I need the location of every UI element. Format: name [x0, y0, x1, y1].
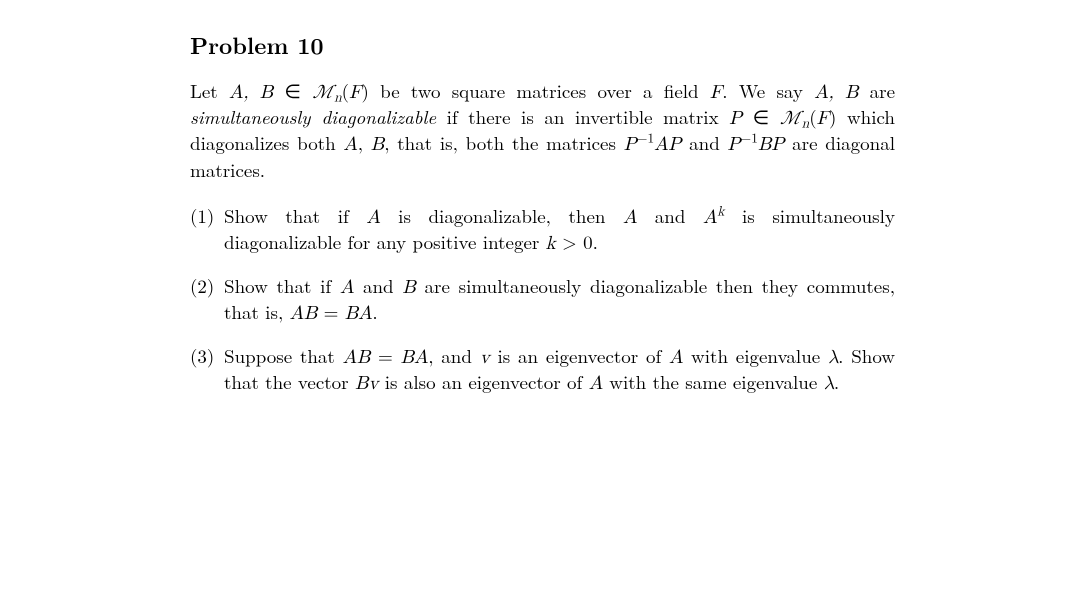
math-AB: AB — [290, 304, 318, 323]
text: Show that if — [224, 202, 366, 229]
text: are — [858, 77, 895, 104]
math-lambda: λ — [828, 348, 838, 367]
math-P: P — [729, 109, 742, 128]
text: . We say — [722, 77, 814, 104]
text: ( — [342, 77, 349, 104]
text: , that is, both the matrices — [384, 129, 624, 156]
text: = — [317, 298, 344, 325]
text: ) be two square matrices over a field — [362, 77, 710, 104]
text: is also an eigenvector of — [378, 368, 588, 395]
text: . — [372, 298, 377, 325]
math-AP: AP — [654, 135, 681, 154]
math-BP: BP — [758, 135, 784, 154]
math-AB: AB — [343, 348, 371, 367]
math-F: F — [349, 83, 361, 102]
text: with eigenvalue — [683, 342, 828, 369]
text: ∈ — [742, 103, 780, 130]
math-B: B — [402, 278, 415, 297]
math-A: A — [340, 278, 354, 297]
math-BA: BA — [345, 304, 373, 323]
math-k: k — [546, 234, 556, 253]
math-A: A — [589, 374, 603, 393]
math-A: A — [343, 135, 357, 154]
math-B: B — [371, 135, 384, 154]
part-body: Suppose that AB = BA, and v is an eigenv… — [224, 344, 895, 396]
math-exp: −1 — [741, 128, 758, 147]
math-AB: A, B — [814, 83, 858, 102]
text: Show that if — [224, 272, 340, 299]
part-number: (2) — [190, 274, 224, 326]
math-F: F — [817, 109, 829, 128]
math-F: F — [710, 83, 722, 102]
text: = — [370, 342, 400, 369]
math-exp: −1 — [637, 128, 654, 147]
math-lambda: λ — [824, 374, 834, 393]
math-BA: BA — [401, 348, 429, 367]
problem-page: Problem 10 Let A, B ∈ ℳn(F) be two squar… — [0, 0, 1080, 598]
text: and — [354, 272, 402, 299]
text: , and — [428, 342, 479, 369]
text: > 0. — [556, 228, 598, 255]
text: Let — [190, 77, 229, 104]
math-AB: A, B — [229, 83, 273, 102]
math-A: A — [366, 208, 380, 227]
text: if there is an invertible matrix — [436, 103, 729, 130]
math-Pinv: P — [624, 135, 637, 154]
problem-part-3: (3) Suppose that AB = BA, and v is an ei… — [190, 344, 895, 396]
math-Mn: ℳ — [780, 109, 802, 128]
part-number: (1) — [190, 204, 224, 256]
text: ( — [809, 103, 816, 130]
problem-intro: Let A, B ∈ ℳn(F) be two square matrices … — [190, 79, 895, 182]
problem-part-2: (2) Show that if A and B are simultaneou… — [190, 274, 895, 326]
math-Ak: A — [703, 208, 717, 227]
math-Pinv: P — [728, 135, 741, 154]
problem-part-1: (1) Show that if A is diagonalizable, th… — [190, 204, 895, 256]
text: , — [358, 129, 371, 156]
problem-heading: Problem 10 — [190, 30, 895, 59]
text: is diagonalizable, then — [381, 202, 623, 229]
math-v: v — [480, 348, 490, 367]
part-number: (3) — [190, 344, 224, 396]
part-body: Show that if A is diagonalizable, then A… — [224, 204, 895, 256]
math-A: A — [669, 348, 683, 367]
math-A: A — [623, 208, 637, 227]
math-Mn: ℳ — [312, 83, 334, 102]
text: and — [637, 202, 703, 229]
text: and — [681, 129, 727, 156]
text: . — [834, 368, 839, 395]
text: is an eigenvector of — [490, 342, 669, 369]
text: Suppose that — [224, 342, 343, 369]
text: ∈ — [273, 77, 312, 104]
part-body: Show that if A and B are simultaneously … — [224, 274, 895, 326]
math-Bv: Bv — [355, 374, 378, 393]
term-italic: simultaneously diagonalizable — [190, 103, 436, 130]
text: with the same eigenvalue — [603, 368, 824, 395]
